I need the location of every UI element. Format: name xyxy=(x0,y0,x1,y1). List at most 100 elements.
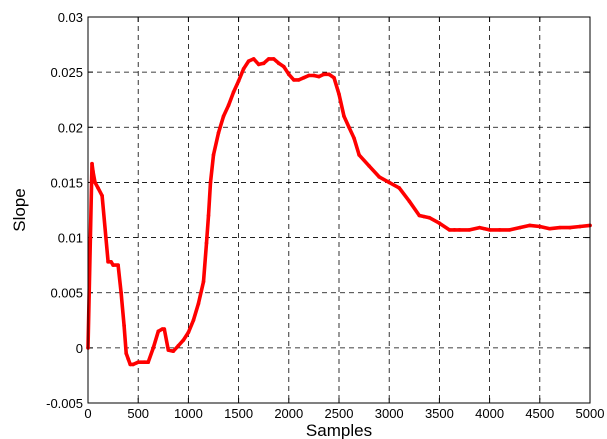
data-point xyxy=(119,290,123,295)
y-tick-label: 0.02 xyxy=(58,120,83,135)
data-point xyxy=(131,362,135,367)
data-point xyxy=(558,225,562,230)
data-point xyxy=(497,228,502,232)
x-tick-label: 5000 xyxy=(576,406,605,421)
data-point xyxy=(487,228,492,232)
data-point xyxy=(397,186,402,190)
data-point xyxy=(201,279,206,284)
data-point xyxy=(122,324,126,328)
data-point xyxy=(96,186,100,190)
data-point xyxy=(266,57,271,61)
data-point xyxy=(292,78,296,82)
y-tick-label: 0.01 xyxy=(58,231,83,246)
data-point xyxy=(231,90,236,94)
data-point xyxy=(578,224,582,229)
data-point xyxy=(93,180,97,185)
data-point xyxy=(317,74,321,79)
data-point xyxy=(176,343,181,348)
data-point xyxy=(507,228,512,232)
plot-frame xyxy=(87,16,591,404)
x-tick-label: 3000 xyxy=(375,406,404,421)
data-point xyxy=(407,199,412,203)
data-point xyxy=(352,136,356,141)
grid-lines xyxy=(88,17,590,403)
data-point xyxy=(422,214,427,219)
data-point xyxy=(256,62,261,67)
data-point xyxy=(106,260,110,264)
y-tick-label: 0.005 xyxy=(50,286,83,301)
data-point xyxy=(196,301,201,306)
data-point xyxy=(287,72,291,77)
data-point xyxy=(527,223,532,228)
data-point xyxy=(322,72,326,77)
data-point xyxy=(342,114,346,119)
data-point xyxy=(216,131,221,135)
data-point xyxy=(417,213,422,218)
data-point xyxy=(427,215,432,220)
data-point xyxy=(91,169,95,174)
data-point xyxy=(347,125,351,130)
data-point xyxy=(332,75,336,80)
data-point xyxy=(548,226,552,231)
data-point xyxy=(482,226,487,231)
data-point xyxy=(327,72,331,77)
data-point xyxy=(146,360,151,364)
data-point xyxy=(90,161,94,166)
y-tick-label: -0.005 xyxy=(46,396,83,411)
y-tick-label: 0.025 xyxy=(50,65,83,80)
data-point xyxy=(204,241,209,245)
series-group xyxy=(86,57,592,367)
data-point xyxy=(116,263,120,267)
data-point xyxy=(337,92,341,96)
data-point xyxy=(457,228,462,232)
data-point xyxy=(241,67,246,71)
data-point xyxy=(208,180,213,185)
x-axis-label: Samples xyxy=(306,421,372,439)
x-tick-labels: 0 500 1000 1500 2000 2500 3000 3500 4000 4500 5000 xyxy=(84,406,604,421)
data-point xyxy=(251,57,256,61)
data-point xyxy=(261,61,266,66)
data-point xyxy=(467,228,472,232)
data-point xyxy=(136,360,140,364)
data-point xyxy=(367,164,371,168)
data-point xyxy=(171,349,176,353)
x-tick-label: 500 xyxy=(127,406,149,421)
y-tick-label: 0.015 xyxy=(50,175,83,190)
x-tick-label: 4000 xyxy=(475,406,504,421)
data-point xyxy=(447,228,452,232)
data-point xyxy=(312,73,316,78)
data-point xyxy=(477,225,482,230)
y-tick-labels: -0.005 0 0.005 0.01 0.015 0.02 0.025 0.03 xyxy=(46,10,83,411)
data-point xyxy=(276,61,281,66)
data-point xyxy=(191,318,196,323)
data-point xyxy=(307,73,311,78)
data-point xyxy=(211,153,216,157)
data-point xyxy=(568,225,572,230)
data-point xyxy=(387,180,392,185)
data-point xyxy=(246,59,251,63)
data-point xyxy=(181,338,186,342)
data-point xyxy=(302,75,306,80)
data-point xyxy=(357,153,361,157)
y-axis-label: Slope xyxy=(10,188,29,231)
data-point xyxy=(124,351,128,356)
x-tick-label: 4500 xyxy=(525,406,554,421)
data-point xyxy=(109,260,113,264)
y-tick-label: 0 xyxy=(76,341,83,356)
x-tick-label: 2000 xyxy=(274,406,303,421)
data-point xyxy=(111,263,115,267)
data-point xyxy=(221,114,226,119)
x-tick-label: 2500 xyxy=(325,406,354,421)
data-point xyxy=(142,360,147,364)
data-point xyxy=(186,330,191,335)
data-point xyxy=(126,357,130,361)
data-point xyxy=(538,224,542,229)
data-point xyxy=(226,103,231,108)
data-point xyxy=(437,221,442,226)
data-point xyxy=(517,225,522,230)
data-point xyxy=(100,193,104,198)
data-point xyxy=(156,329,161,334)
data-point xyxy=(128,362,132,367)
data-point xyxy=(236,79,241,83)
